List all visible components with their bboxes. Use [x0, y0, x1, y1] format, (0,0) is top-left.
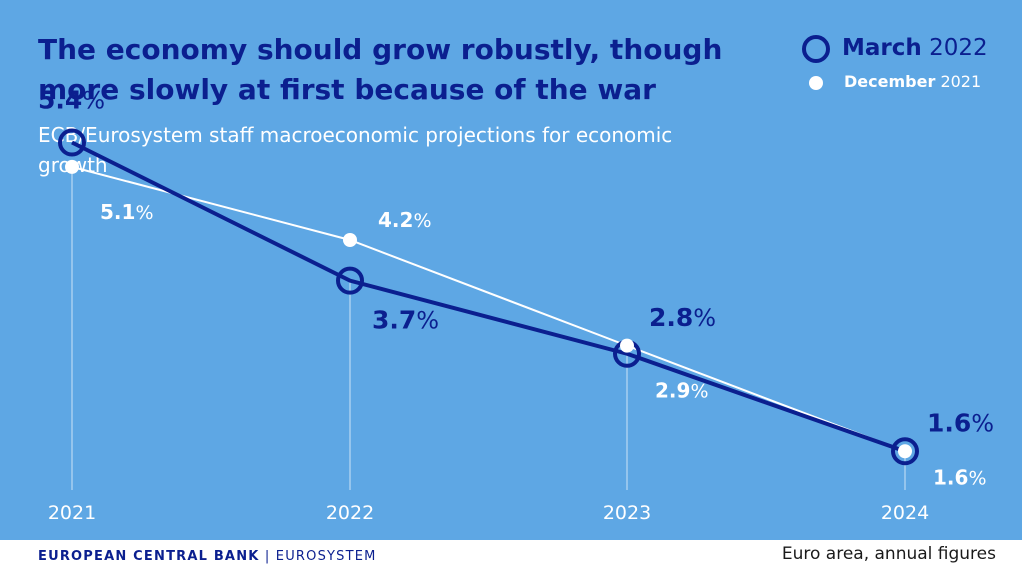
series-line-december-2021: [71, 165, 906, 453]
legend-label-december-2021: December 2021: [844, 68, 981, 96]
legend-year-2021: 2021: [940, 72, 982, 91]
data-label-december-2021-2022: 4.2%: [378, 208, 432, 232]
marker-december-2021-2021: [65, 159, 79, 174]
legend-month-december: December: [844, 72, 936, 91]
x-tick-label-2024: 2024: [881, 502, 929, 524]
data-label-december-2021-2021: 5.1%: [100, 200, 154, 224]
data-label-march-2022-2021: 5.4%: [38, 86, 105, 115]
footer-brand: EUROPEAN CENTRAL BANK | EUROSYSTEM: [38, 549, 377, 564]
data-label-march-2022-2022: 3.7%: [372, 306, 439, 335]
data-label-december-2021-2023: 2.9%: [655, 379, 709, 403]
legend-year-2022: 2022: [929, 35, 988, 61]
line-chart: 2021 2022 2023 2024 5.4% 3.7% 2.8% 1.6% 5.1% 4.2%…: [38, 86, 994, 525]
chart-panel: [0, 0, 1022, 540]
legend-item-march-2022: March 2022: [800, 32, 1015, 66]
marker-december-2021-2024: [898, 444, 912, 459]
dot-marker-icon: [809, 76, 823, 90]
marker-march-2022-2024: [891, 437, 919, 466]
legend: March 2022 December 2021: [800, 32, 1015, 100]
legend-label-march-2022: March 2022: [842, 32, 988, 64]
x-tick-label-2022: 2022: [326, 502, 374, 524]
marker-december-2021-2023: [620, 338, 634, 353]
footer-note: Euro area, annual figures: [781, 544, 996, 564]
data-label-december-2021-2024: 1.6%: [933, 465, 987, 489]
marker-march-2022-2022: [336, 266, 364, 295]
x-tick-label-2021: 2021: [48, 502, 96, 524]
legend-item-december-2021: December 2021: [800, 66, 1015, 100]
x-tick-label-2023: 2023: [603, 502, 651, 524]
data-label-march-2022-2023: 2.8%: [649, 303, 716, 332]
ring-marker-icon: [802, 35, 830, 63]
brand-suffix: | EUROSYSTEM: [259, 549, 377, 564]
chart-title: The economy should grow robustly, though…: [38, 33, 723, 106]
marker-march-2022-2021: [58, 128, 86, 157]
legend-month-march: March: [842, 35, 922, 61]
brand-name: EUROPEAN CENTRAL BANK: [38, 549, 260, 564]
data-label-march-2022-2024: 1.6%: [927, 408, 994, 437]
marker-december-2021-2022: [343, 233, 357, 247]
series-line-march-2022: [71, 140, 906, 454]
